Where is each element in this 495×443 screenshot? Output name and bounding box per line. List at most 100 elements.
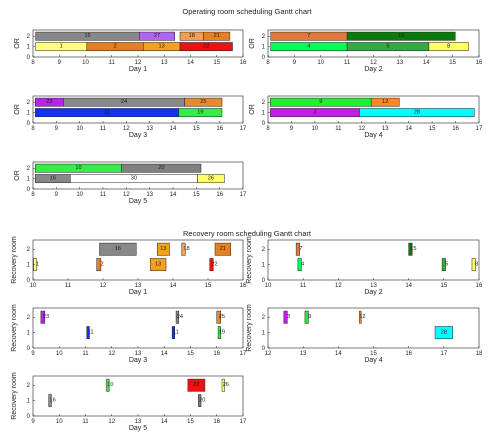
y-tick-label: 0 — [262, 55, 266, 61]
y-tick-label: 2 — [27, 247, 31, 253]
bar-label: 12 — [382, 99, 388, 105]
bar-label: 5 — [445, 262, 448, 268]
x-tick-label: 14 — [161, 351, 168, 357]
gantt-bar — [428, 42, 469, 52]
bar-label: 7 — [307, 33, 310, 39]
y-tick-label: 2 — [262, 315, 266, 321]
x-tick-label: 12 — [123, 126, 130, 132]
x-tick-label: 17 — [440, 351, 447, 357]
x-tick-label: 14 — [170, 283, 177, 289]
gantt-bar — [359, 108, 475, 118]
x-tick-label: 9 — [55, 192, 59, 198]
gantt-bar — [157, 242, 170, 256]
y-tick-label: 1 — [27, 45, 31, 51]
x-tick-label: 10 — [265, 283, 272, 289]
gantt-bar — [178, 108, 223, 118]
gantt-bar — [441, 258, 446, 272]
gantt-bar — [304, 310, 309, 324]
gantt-bar — [184, 97, 223, 107]
x-tick-label: 16 — [240, 60, 247, 66]
y-tick-label: 0 — [27, 414, 31, 420]
bar-label: 22 — [193, 382, 199, 388]
gantt-bar — [203, 31, 231, 41]
bar-label: 21 — [220, 246, 226, 252]
bar-label: 12 — [359, 314, 365, 320]
x-tick-label: 11 — [335, 126, 342, 132]
x-tick-label: 14 — [423, 60, 430, 66]
x-tick-label: 15 — [213, 60, 220, 66]
x-tick-label: 12 — [108, 351, 115, 357]
x-tick-label: 12 — [335, 283, 342, 289]
x-tick-label: 11 — [65, 283, 72, 289]
x-tick-label: 15 — [193, 192, 200, 198]
x-tick-label: 16 — [213, 351, 220, 357]
gantt-bar — [40, 310, 46, 324]
gantt-bar — [217, 326, 221, 340]
gantt-bar — [221, 378, 225, 392]
gantt-bar — [121, 163, 202, 173]
x-tick-label: 13 — [300, 351, 307, 357]
x-tick-label: 13 — [382, 126, 389, 132]
x-tick-label: 13 — [135, 419, 142, 425]
y-axis-label: OR — [249, 104, 256, 115]
x-tick-label: 15 — [187, 419, 194, 425]
y-axis-label: OR — [14, 170, 21, 181]
y-axis-label: OR — [249, 38, 256, 49]
y-tick-label: 2 — [27, 166, 31, 172]
x-tick-label: 16 — [476, 283, 483, 289]
plot-frame — [32, 161, 244, 190]
gantt-bar — [297, 258, 302, 272]
gantt-bar — [179, 42, 233, 52]
bar-label: 23 — [43, 314, 49, 320]
x-tick-label: 10 — [317, 60, 324, 66]
x-tick-label: 11 — [82, 351, 89, 357]
y-tick-label: 1 — [27, 111, 31, 117]
bar-label: 27 — [154, 33, 160, 39]
gantt-bar — [198, 394, 202, 408]
x-axis-label: Day 1 — [129, 66, 147, 73]
gantt-bar — [139, 31, 175, 41]
gantt-bar — [359, 310, 362, 324]
x-tick-label: 17 — [240, 419, 247, 425]
bar-label: 13 — [159, 44, 165, 50]
x-tick-label: 17 — [240, 351, 247, 357]
bar-label: 4 — [307, 44, 310, 50]
x-tick-label: 9 — [58, 60, 62, 66]
gantt-bar — [408, 242, 413, 256]
gantt-bar — [96, 258, 102, 272]
bar-label: 16 — [115, 246, 121, 252]
bar-label: 1 — [36, 262, 39, 268]
x-axis-label: Day 5 — [129, 198, 147, 205]
y-tick-label: 0 — [27, 278, 31, 284]
bar-label: 1 — [60, 44, 63, 50]
x-tick-label: 10 — [312, 126, 319, 132]
bar-label: 11 — [88, 330, 94, 336]
bar-label: 24 — [177, 314, 183, 320]
x-tick-label: 15 — [440, 283, 447, 289]
y-axis-label: Recovery room — [11, 236, 18, 284]
y-tick-label: 0 — [262, 278, 266, 284]
gantt-bar — [86, 326, 90, 340]
x-tick-label: 16 — [216, 126, 223, 132]
bar-label: 16 — [49, 398, 55, 404]
x-tick-label: 16 — [452, 126, 459, 132]
gantt-bar — [48, 394, 52, 408]
gantt-bar — [175, 310, 179, 324]
x-tick-label: 15 — [193, 126, 200, 132]
y-tick-label: 0 — [262, 121, 266, 127]
y-tick-label: 0 — [262, 346, 266, 352]
x-axis-label: Day 4 — [364, 357, 382, 364]
y-tick-label: 2 — [27, 315, 31, 321]
x-tick-label: 17 — [240, 192, 247, 198]
x-axis-label: Day 5 — [129, 425, 147, 432]
bar-label: 2 — [113, 44, 116, 50]
bar-label: 3 — [313, 110, 316, 116]
y-tick-label: 2 — [27, 34, 31, 40]
bar-label: 13 — [155, 262, 161, 268]
bar-label: 28 — [441, 330, 447, 336]
